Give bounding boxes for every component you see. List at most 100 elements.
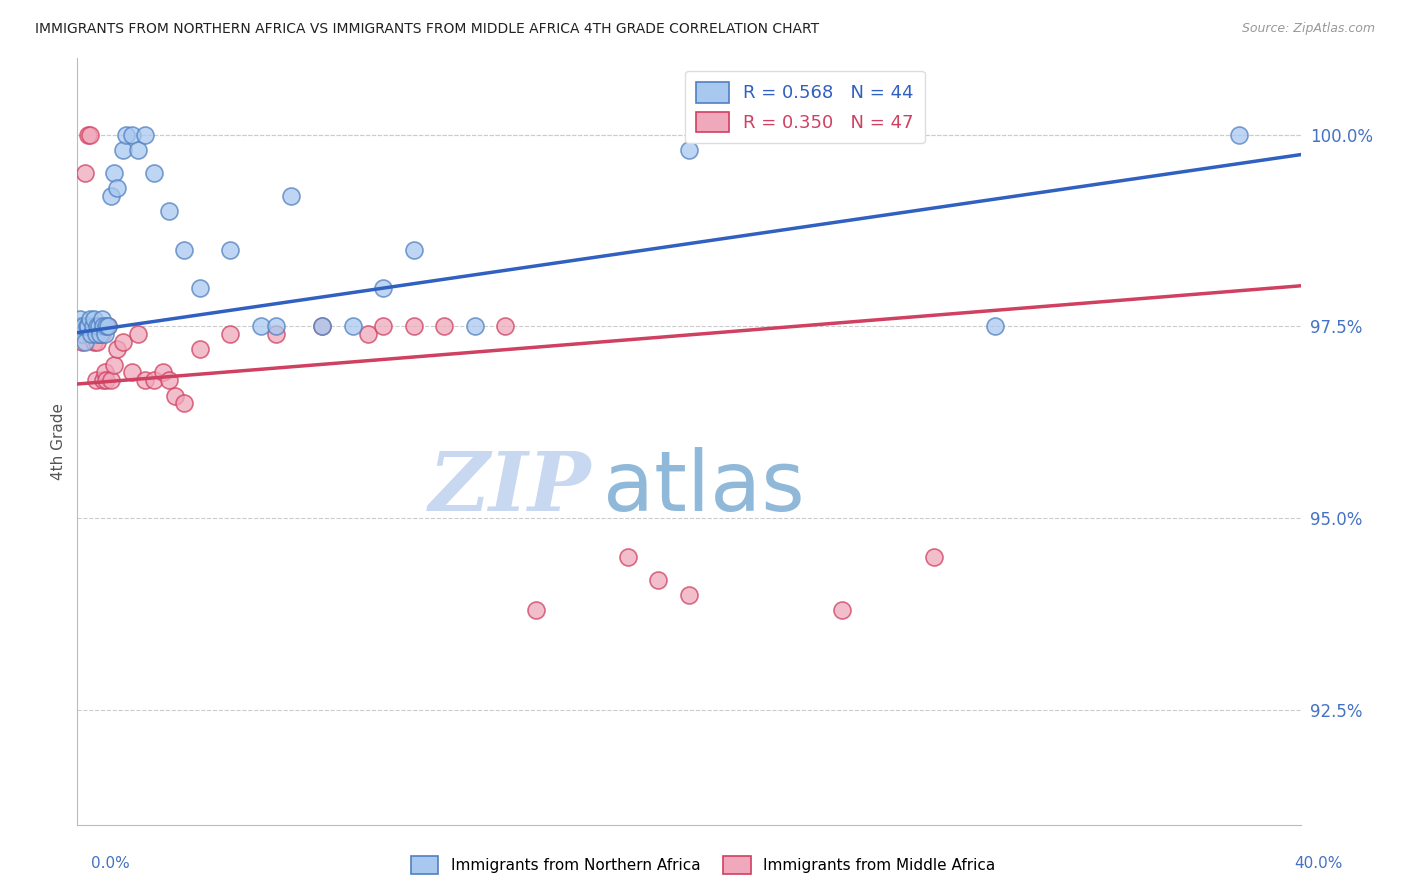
Point [984, 319, 1007, 334]
Point [127, 327, 149, 342]
Point [96, 373, 118, 387]
Point [91, 319, 114, 334]
Point [86, 334, 108, 349]
Point [524, 603, 547, 617]
Point [69, 311, 91, 326]
Text: atlas: atlas [603, 447, 806, 528]
Point [678, 143, 700, 157]
Point [142, 166, 165, 180]
Point [73, 334, 96, 349]
Point [371, 319, 394, 334]
Point [311, 319, 333, 334]
Point [97, 319, 120, 334]
Point [464, 319, 486, 334]
Y-axis label: 4th Grade: 4th Grade [51, 403, 66, 480]
Point [105, 343, 128, 357]
Text: 40.0%: 40.0% [1295, 856, 1343, 871]
Point [105, 181, 128, 195]
Point [1229, 128, 1251, 142]
Point [219, 243, 242, 257]
Point [264, 327, 287, 342]
Point [94, 366, 117, 380]
Point [73, 166, 96, 180]
Point [90, 311, 112, 326]
Point [134, 128, 156, 142]
Point [219, 327, 242, 342]
Point [357, 327, 380, 342]
Point [250, 319, 273, 334]
Point [100, 189, 122, 203]
Point [91, 373, 114, 387]
Point [72, 319, 94, 334]
Point [67, 319, 90, 334]
Point [76, 319, 98, 334]
Point [96, 319, 118, 334]
Point [86, 319, 108, 334]
Text: IMMIGRANTS FROM NORTHERN AFRICA VS IMMIGRANTS FROM MIDDLE AFRICA 4TH GRADE CORRE: IMMIGRANTS FROM NORTHERN AFRICA VS IMMIG… [35, 22, 820, 37]
Point [103, 166, 125, 180]
Point [87, 319, 110, 334]
Point [157, 373, 180, 387]
Point [80, 327, 103, 342]
Point [922, 549, 945, 564]
Point [127, 143, 149, 157]
Point [79, 311, 101, 326]
Point [84, 327, 107, 342]
Point [87, 327, 110, 342]
Point [97, 319, 120, 334]
Point [67, 319, 90, 334]
Point [134, 373, 156, 387]
Point [433, 319, 456, 334]
Point [495, 319, 517, 334]
Point [157, 204, 180, 219]
Point [617, 549, 640, 564]
Point [678, 588, 700, 602]
Point [647, 573, 669, 587]
Point [100, 373, 122, 387]
Point [82, 319, 104, 334]
Point [70, 327, 93, 342]
Point [121, 128, 143, 142]
Point [103, 358, 125, 372]
Point [188, 281, 211, 295]
Point [70, 334, 93, 349]
Point [142, 373, 165, 387]
Point [79, 128, 101, 142]
Point [77, 128, 100, 142]
Point [94, 327, 117, 342]
Point [82, 319, 104, 334]
Point [402, 243, 425, 257]
Point [80, 327, 103, 342]
Point [264, 319, 287, 334]
Point [173, 243, 195, 257]
Legend: R = 0.568   N = 44, R = 0.350   N = 47: R = 0.568 N = 44, R = 0.350 N = 47 [686, 70, 925, 144]
Point [77, 319, 100, 334]
Point [121, 366, 143, 380]
Text: Source: ZipAtlas.com: Source: ZipAtlas.com [1241, 22, 1375, 36]
Point [165, 388, 187, 402]
Point [69, 327, 91, 342]
Point [115, 128, 138, 142]
Point [83, 311, 105, 326]
Point [173, 396, 195, 410]
Point [152, 366, 174, 380]
Point [89, 327, 111, 342]
Text: 0.0%: 0.0% [91, 856, 131, 871]
Text: ZIP: ZIP [429, 448, 591, 527]
Point [112, 334, 135, 349]
Point [89, 319, 111, 334]
Point [280, 189, 302, 203]
Point [402, 319, 425, 334]
Point [84, 373, 107, 387]
Point [342, 319, 364, 334]
Point [831, 603, 853, 617]
Point [90, 327, 112, 342]
Point [83, 334, 105, 349]
Legend: Immigrants from Northern Africa, Immigrants from Middle Africa: Immigrants from Northern Africa, Immigra… [405, 850, 1001, 880]
Point [76, 319, 98, 334]
Point [112, 143, 135, 157]
Point [72, 319, 94, 334]
Point [188, 343, 211, 357]
Point [371, 281, 394, 295]
Point [311, 319, 333, 334]
